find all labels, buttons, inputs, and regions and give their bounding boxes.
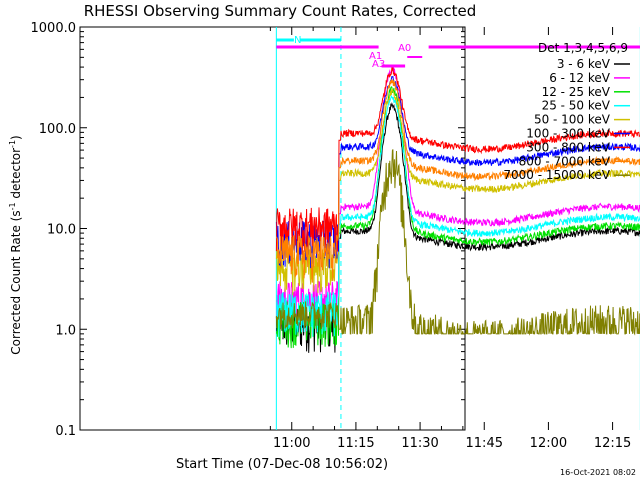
legend-label: 25 - 50 keV — [542, 99, 611, 113]
y-tick-label: 10.0 — [47, 223, 76, 238]
y-tick-label: 100.0 — [39, 122, 76, 137]
legend-label: 7000 - 15000 keV — [503, 168, 610, 182]
x-tick-label: 12:15 — [594, 436, 631, 451]
y-label-exp-1: -1 — [8, 202, 17, 210]
y-tick-label: 0.1 — [55, 424, 76, 439]
legend-label: 3 - 6 keV — [557, 57, 611, 71]
x-tick-label: 11:00 — [273, 436, 310, 451]
legend-label: 6 - 12 keV — [549, 71, 611, 85]
legend-label: 12 - 25 keV — [542, 85, 611, 99]
y-tick-label: 1.0 — [55, 323, 76, 338]
legend-title: Det 1,3,4,5,6,9 — [538, 41, 628, 55]
chart-title: RHESSI Observing Summary Count Rates, Co… — [84, 2, 477, 20]
legend-label: 50 - 100 keV — [534, 113, 611, 127]
night-flag-label: N — [294, 35, 301, 46]
legend-label: 300 - 800 keV — [526, 140, 610, 154]
series-line — [275, 102, 640, 353]
attenuator-label: A0 — [398, 43, 411, 54]
series-line — [275, 149, 640, 336]
y-label-part-2: detector — [9, 148, 23, 203]
y-axis-ticks: 0.1 1.0 10.0 100.0 1000.0 — [31, 21, 465, 439]
x-tick-label: 12:00 — [530, 436, 567, 451]
legend-label: 100 - 300 keV — [526, 127, 610, 141]
x-tick-label: 11:45 — [466, 436, 503, 451]
x-axis-label: Start Time (07-Dec-08 10:56:02) — [176, 457, 388, 472]
attenuator-label: A3 — [372, 59, 385, 70]
flag-bars: N A1 A0 A3 — [276, 35, 640, 70]
y-axis-label: Corrected Count Rate (s-1 detector-1) — [8, 135, 23, 354]
legend-label: 800 - 7000 keV — [519, 154, 611, 168]
series-line — [275, 75, 640, 269]
y-label-part-3: ) — [9, 135, 23, 140]
attenuator-label: A1 — [369, 51, 382, 62]
series-line — [275, 87, 640, 296]
series-line — [275, 86, 640, 349]
series-lines — [275, 66, 640, 353]
x-tick-label: 11:30 — [401, 436, 438, 451]
series-line — [275, 66, 640, 328]
y-label-part-1: Corrected Count Rate (s — [9, 210, 23, 354]
timestamp: 16-Oct-2021 08:02 — [560, 468, 636, 477]
y-label-exp-2: -1 — [8, 140, 17, 148]
series-line — [275, 67, 640, 256]
y-tick-label: 1000.0 — [31, 21, 77, 36]
series-line — [275, 94, 640, 338]
plot-frame — [79, 26, 466, 431]
x-tick-label: 11:15 — [337, 436, 374, 451]
